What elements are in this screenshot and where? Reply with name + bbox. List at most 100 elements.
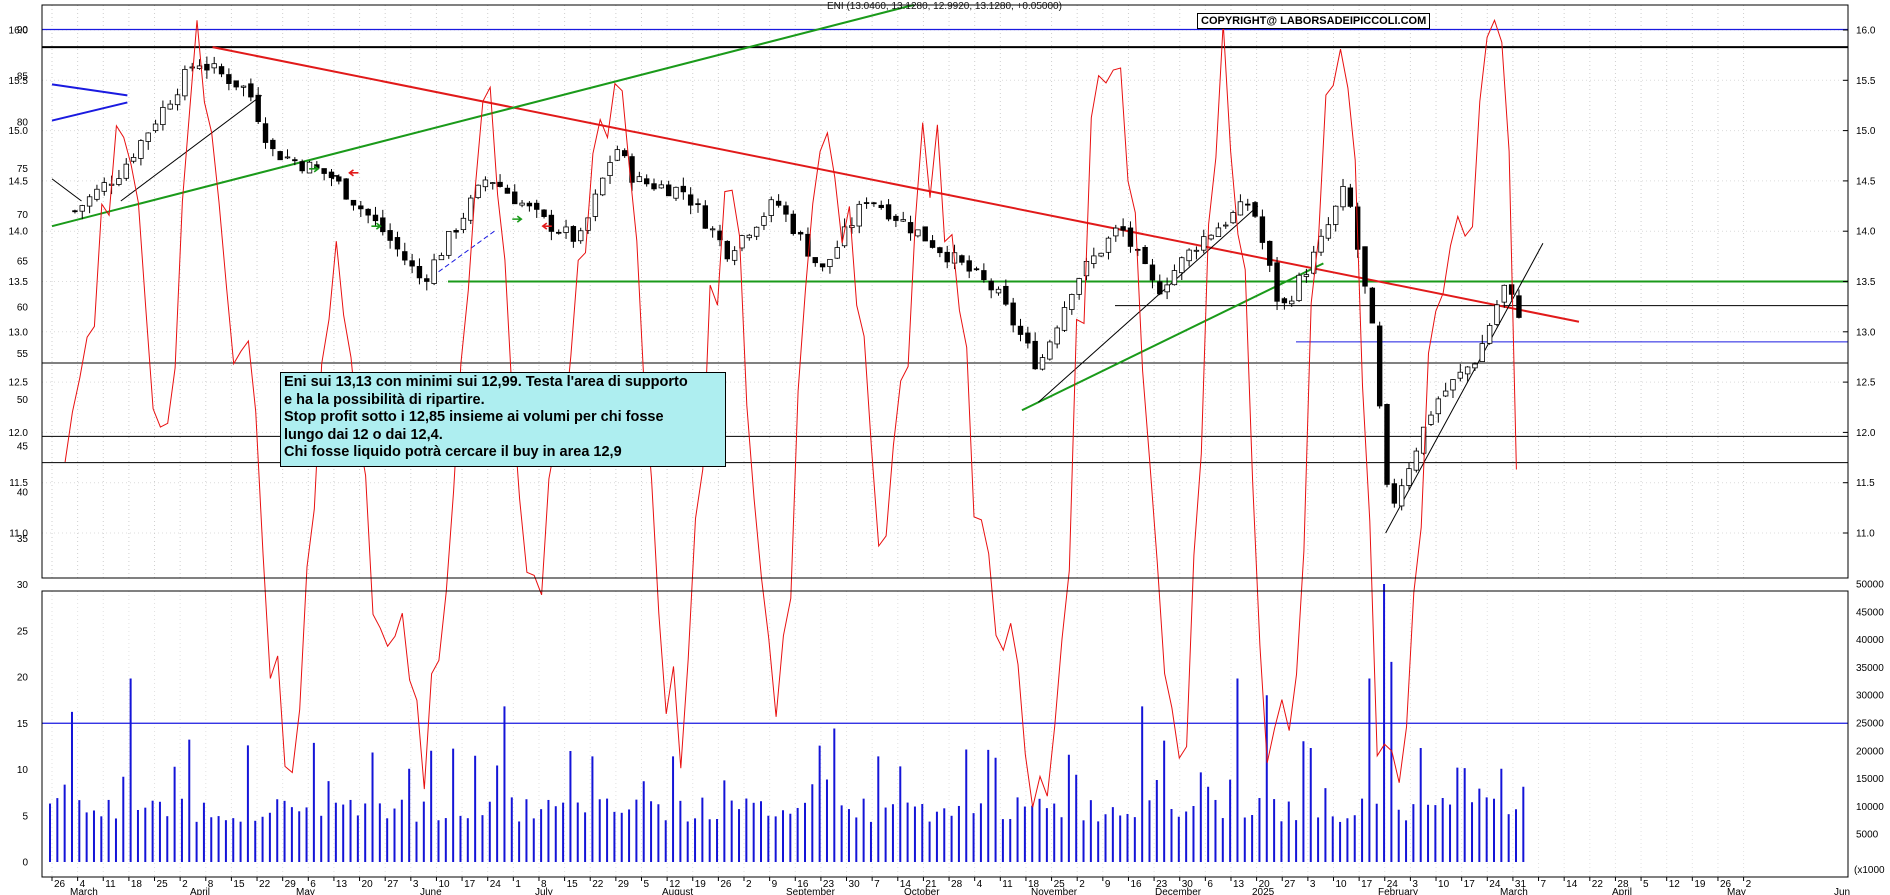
candle-body bbox=[1406, 468, 1412, 486]
candle-body bbox=[922, 226, 928, 242]
price-tick-left: 15.5 bbox=[9, 76, 29, 87]
month-label: March bbox=[1500, 887, 1528, 895]
candle-body bbox=[856, 203, 862, 227]
candle-body bbox=[365, 208, 371, 216]
candle-body bbox=[1017, 325, 1024, 335]
day-tick: 22 bbox=[592, 879, 604, 890]
day-tick: 13 bbox=[336, 879, 348, 890]
month-label: December bbox=[1155, 887, 1202, 895]
candle-body bbox=[512, 191, 518, 205]
oscillator-path bbox=[64, 18, 1517, 808]
candle-body bbox=[709, 228, 716, 231]
day-tick: 10 bbox=[1438, 879, 1450, 890]
month-label: March bbox=[70, 887, 98, 895]
day-tick: 11 bbox=[105, 879, 116, 890]
annotation-line: Chi fosse liquido potrà cercare il buy i… bbox=[284, 444, 622, 460]
candle-body bbox=[944, 251, 950, 263]
candle-body bbox=[218, 66, 225, 75]
candle-body bbox=[1164, 284, 1170, 293]
day-tick: 2 bbox=[1746, 879, 1752, 890]
day-tick: 6 bbox=[1207, 879, 1213, 890]
candle-body bbox=[262, 123, 269, 143]
candle-body bbox=[438, 255, 445, 261]
candle-body bbox=[981, 270, 987, 281]
day-tick: 12 bbox=[669, 879, 681, 890]
day-tick: 20 bbox=[1259, 879, 1271, 890]
candle-body bbox=[306, 161, 313, 174]
candle-body bbox=[1376, 325, 1383, 407]
day-tick: 27 bbox=[387, 879, 399, 890]
annotation-line: Eni sui 13,13 con minimi sui 12,99. Test… bbox=[284, 374, 688, 390]
candle-body bbox=[116, 178, 122, 185]
candle-body bbox=[651, 183, 657, 190]
candle-body bbox=[350, 199, 357, 206]
day-tick: 10 bbox=[438, 879, 450, 890]
oscillator-tick: 85 bbox=[17, 71, 29, 82]
candle-body bbox=[1171, 270, 1178, 286]
candle-body bbox=[1464, 366, 1471, 375]
candle-body bbox=[636, 176, 643, 183]
candle-body bbox=[284, 156, 291, 159]
candle-body bbox=[959, 255, 965, 263]
month-label: April bbox=[1612, 887, 1632, 895]
candle-body bbox=[292, 159, 298, 162]
candle-body bbox=[182, 69, 188, 97]
day-tick: 2 bbox=[182, 879, 188, 890]
candle-body bbox=[1120, 226, 1126, 231]
candle-body bbox=[453, 230, 459, 233]
candle-body bbox=[988, 280, 994, 291]
candle-body bbox=[1472, 363, 1478, 369]
volume-bars bbox=[49, 584, 1525, 862]
candle-body bbox=[167, 103, 173, 110]
day-tick: 8 bbox=[208, 879, 214, 890]
day-tick: 7 bbox=[1541, 879, 1547, 890]
chart-axes: 11.0 11.0 11.5 11.5 12.0 12.0 12.5 12.5 13.0 13.0… bbox=[9, 4, 1885, 895]
candle-body bbox=[248, 83, 254, 98]
trend-lines bbox=[51, 3, 1580, 534]
candle-body bbox=[1347, 187, 1354, 207]
candle-body bbox=[490, 182, 496, 185]
day-tick: 30 bbox=[849, 879, 861, 890]
candle-body bbox=[1369, 287, 1376, 324]
candle-body bbox=[819, 263, 826, 268]
price-tick-left: 13.0 bbox=[9, 327, 29, 338]
candle-body bbox=[1303, 274, 1310, 277]
red-downtrend-line bbox=[212, 46, 1580, 323]
candle-body bbox=[94, 188, 100, 200]
oscillator-tick: 30 bbox=[17, 580, 29, 591]
oscillator-tick: 35 bbox=[17, 534, 29, 545]
candle-body bbox=[1318, 235, 1324, 253]
day-tick: 3 bbox=[1310, 879, 1316, 890]
candle-body bbox=[270, 139, 276, 150]
day-tick: 16 bbox=[1130, 879, 1142, 890]
candle-body bbox=[1076, 278, 1082, 295]
oscillator-tick: 5 bbox=[22, 811, 28, 822]
month-label: June bbox=[420, 887, 442, 895]
candle-body bbox=[1201, 236, 1207, 251]
candle-body bbox=[460, 217, 467, 231]
candle-body bbox=[1457, 371, 1464, 379]
candle-body bbox=[1267, 240, 1273, 266]
candle-body bbox=[841, 226, 848, 247]
candle-body bbox=[797, 232, 804, 235]
price-tick-right: 15.5 bbox=[1856, 76, 1876, 87]
candle-body bbox=[475, 184, 481, 199]
candle-body bbox=[482, 179, 489, 188]
black-trend-line bbox=[120, 94, 263, 202]
candle-body bbox=[753, 226, 760, 237]
volume-tick: 25000 bbox=[1856, 719, 1884, 730]
day-tick: 29 bbox=[285, 879, 297, 890]
candle-body bbox=[1105, 237, 1112, 253]
day-tick: 29 bbox=[618, 879, 630, 890]
candle-body bbox=[138, 140, 144, 159]
candle-body bbox=[211, 63, 217, 69]
volume-tick: 45000 bbox=[1856, 607, 1884, 618]
candle-body bbox=[1003, 285, 1009, 305]
price-tick-left: 12.5 bbox=[9, 378, 29, 389]
candle-body bbox=[768, 199, 774, 216]
candle-body bbox=[277, 151, 283, 161]
day-tick: 6 bbox=[310, 879, 316, 890]
candle-body bbox=[1494, 304, 1500, 325]
candle-body bbox=[607, 162, 613, 176]
day-tick: 26 bbox=[1720, 879, 1732, 890]
